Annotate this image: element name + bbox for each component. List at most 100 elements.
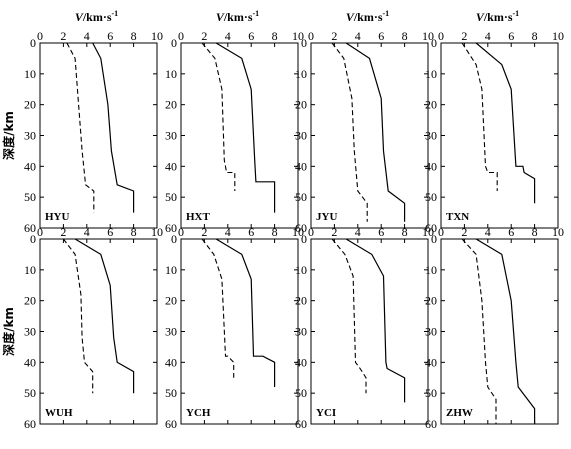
x-axis-title: V/km·s-1 [346, 9, 389, 24]
y-tick-label: 30 [165, 129, 177, 143]
y-tick-label: 60 [295, 417, 307, 431]
x-tick-label: 8 [402, 29, 408, 43]
panel-frame [440, 238, 559, 425]
y-tick-label: 0 [30, 36, 36, 50]
vp-line [345, 42, 406, 222]
panel-frame [310, 42, 429, 229]
vp-line [215, 238, 276, 387]
x-tick-label: 4 [355, 29, 361, 43]
y-tick-label: 50 [24, 190, 36, 204]
x-tick-label: 6 [508, 225, 514, 239]
vp-line [74, 238, 135, 394]
y-tick-label: 0 [431, 232, 437, 246]
y-tick-label: 50 [295, 190, 307, 204]
x-tick-label: 0 [178, 225, 184, 239]
x-tick-label: 4 [355, 225, 361, 239]
y-tick-label: 40 [425, 355, 437, 369]
x-tick-label: 6 [107, 29, 113, 43]
x-tick-label: 4 [84, 29, 90, 43]
station-label: HXT [186, 211, 211, 223]
y-tick-label: 0 [431, 36, 437, 50]
y-tick-label: 60 [425, 417, 437, 431]
x-tick-label: 8 [131, 29, 137, 43]
station-label: YCI [316, 407, 336, 419]
panel-grid: V/km·s-10 2 4 6 8 100102030405060HYUV/km·s-10… [24, 9, 564, 431]
x-tick-label: 0 [438, 29, 444, 43]
y-tick-label: 50 [295, 386, 307, 400]
x-tick-label: 4 [485, 225, 491, 239]
panel-frame [39, 42, 158, 229]
x-tick-label: 8 [272, 225, 278, 239]
vp-line [215, 42, 276, 213]
x-tick-label: 2 [331, 29, 337, 43]
y-tick-label: 40 [425, 159, 437, 173]
y-tick-label: 40 [295, 159, 307, 173]
x-tick-label: 6 [378, 225, 384, 239]
y-tick-label: 30 [295, 325, 307, 339]
station-label: ZHW [446, 407, 473, 419]
x-tick-label: 10 [552, 225, 564, 239]
x-tick-label: 10 [151, 225, 163, 239]
panel-frame [440, 42, 559, 229]
vs-line [201, 42, 236, 191]
y-tick-label: 40 [295, 355, 307, 369]
y-tick-label: 10 [295, 67, 307, 81]
y-tick-label: 10 [165, 67, 177, 81]
y-tick-label: 0 [171, 36, 177, 50]
y-tick-label: 60 [295, 221, 307, 235]
vs-line [331, 42, 368, 222]
x-tick-label: 8 [532, 225, 538, 239]
panel-wuh: 0 2 4 6 8 10 0 10 20 30 40 50 60 WUH [24, 225, 163, 431]
y-tick-label: 60 [165, 417, 177, 431]
x-tick-label: 2 [331, 225, 337, 239]
y-tick-label: 20 [165, 294, 177, 308]
y-axis-label-bottom: 深度/km [1, 307, 16, 356]
y-tick-label: 50 [24, 386, 36, 400]
y-tick-label: 10 [425, 67, 437, 81]
x-tick-label: 10 [151, 29, 163, 43]
y-tick-label: 20 [295, 294, 307, 308]
x-tick-label: 8 [402, 225, 408, 239]
x-tick-label: 10 [292, 29, 304, 43]
vs-line [66, 42, 95, 213]
x-tick-label: 4 [485, 29, 491, 43]
y-tick-label: 30 [425, 129, 437, 143]
y-tick-label: 20 [24, 98, 36, 112]
y-tick-label: 30 [425, 325, 437, 339]
x-tick-label: 2 [60, 225, 66, 239]
y-tick-label: 40 [165, 355, 177, 369]
x-tick-label: 8 [131, 225, 137, 239]
y-tick-label: 0 [171, 232, 177, 246]
x-tick-label: 0 [37, 29, 43, 43]
y-tick-label: 20 [425, 294, 437, 308]
x-tick-label: 0 [178, 29, 184, 43]
y-tick-label: 10 [165, 263, 177, 277]
y-tick-label: 20 [295, 98, 307, 112]
x-axis-title: V/km·s-1 [216, 9, 259, 24]
y-tick-label: 60 [165, 221, 177, 235]
x-tick-label: 6 [107, 225, 113, 239]
x-axis-title: V/km·s-1 [476, 9, 519, 24]
x-tick-label: 6 [378, 29, 384, 43]
y-tick-label: 10 [24, 67, 36, 81]
panel-frame [39, 238, 158, 425]
x-tick-label: 4 [225, 225, 231, 239]
x-tick-label: 6 [248, 225, 254, 239]
y-tick-label: 0 [301, 232, 307, 246]
y-axis-label-top: 深度/km [1, 111, 16, 160]
y-tick-label: 40 [165, 159, 177, 173]
x-tick-label: 10 [422, 225, 434, 239]
station-label: YCH [186, 407, 211, 419]
x-tick-label: 6 [508, 29, 514, 43]
vs-line [201, 238, 235, 378]
x-tick-label: 6 [248, 29, 254, 43]
panel-frame [310, 238, 429, 425]
y-tick-label: 30 [295, 129, 307, 143]
x-tick-label: 4 [84, 225, 90, 239]
x-tick-label: 2 [201, 225, 207, 239]
y-tick-label: 0 [30, 232, 36, 246]
